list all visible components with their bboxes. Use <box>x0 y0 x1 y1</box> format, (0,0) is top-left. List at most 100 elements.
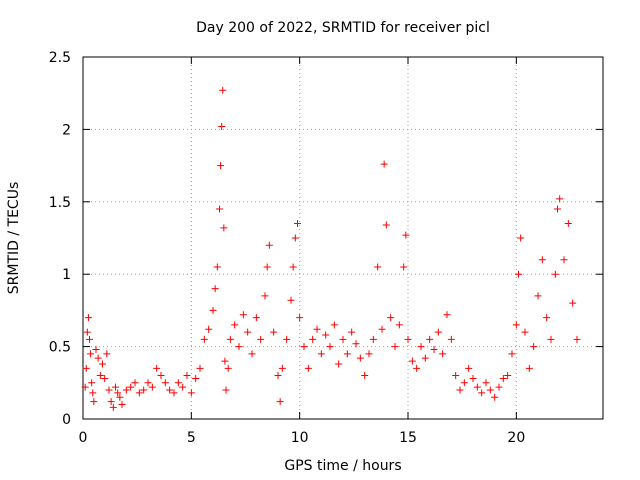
data-point <box>92 345 100 353</box>
data-points <box>81 86 581 411</box>
data-point <box>287 296 295 304</box>
data-point <box>443 311 451 319</box>
data-point <box>87 350 95 358</box>
data-point <box>322 331 330 339</box>
data-point <box>161 379 169 387</box>
data-point <box>89 389 97 397</box>
data-point <box>239 311 247 319</box>
data-point <box>127 383 135 391</box>
data-point <box>569 299 577 307</box>
data-point <box>209 306 217 314</box>
data-point <box>248 350 256 358</box>
data-point <box>217 162 225 170</box>
x-tick-label: 20 <box>507 430 525 446</box>
data-point <box>192 374 200 382</box>
data-point <box>402 231 410 239</box>
data-point <box>166 386 174 394</box>
data-point <box>252 314 260 322</box>
data-point <box>83 328 91 336</box>
data-point <box>434 328 442 336</box>
y-tick-label: 2.5 <box>49 50 71 66</box>
data-point <box>222 386 230 394</box>
data-point <box>81 383 89 391</box>
data-point <box>90 398 98 406</box>
data-point <box>495 383 503 391</box>
data-point <box>283 335 291 343</box>
data-point <box>140 386 148 394</box>
data-point <box>374 263 382 271</box>
data-point <box>116 393 124 401</box>
data-point <box>261 292 269 300</box>
data-point <box>224 364 232 372</box>
data-point <box>382 221 390 229</box>
data-point <box>105 386 113 394</box>
data-point <box>114 389 122 397</box>
data-point <box>404 335 412 343</box>
data-point <box>309 335 317 343</box>
data-point <box>525 364 533 372</box>
data-point <box>94 354 102 362</box>
axis-ticks: 0 5 10 15 20 0 0.5 1 1.5 2 2.5 <box>49 50 603 446</box>
data-point <box>205 325 213 333</box>
data-point <box>339 335 347 343</box>
data-point <box>512 321 520 329</box>
data-point <box>439 350 447 358</box>
data-point <box>291 234 299 242</box>
data-point <box>534 292 542 300</box>
data-point <box>131 379 139 387</box>
data-point <box>408 357 416 365</box>
data-point <box>148 383 156 391</box>
data-point <box>361 372 369 380</box>
data-point <box>538 256 546 264</box>
data-point <box>380 160 388 168</box>
data-point <box>356 354 364 362</box>
data-point <box>235 343 243 351</box>
data-point <box>378 325 386 333</box>
data-point <box>508 350 516 358</box>
data-point <box>395 321 403 329</box>
data-point <box>226 335 234 343</box>
data-point <box>478 389 486 397</box>
data-point <box>183 372 191 380</box>
data-point <box>564 220 572 228</box>
data-point <box>278 364 286 372</box>
chart-title: Day 200 of 2022, SRMTID for receiver pic… <box>196 20 490 36</box>
data-point <box>231 321 239 329</box>
y-tick-label: 1.5 <box>49 195 71 211</box>
data-point <box>196 364 204 372</box>
data-point <box>265 241 273 249</box>
data-point <box>352 340 360 348</box>
data-point <box>135 389 143 397</box>
y-tick-label: 0.5 <box>49 340 71 356</box>
data-point <box>515 270 522 278</box>
data-point <box>107 398 115 406</box>
data-point <box>220 224 228 232</box>
data-point <box>521 328 529 336</box>
data-point <box>211 285 219 293</box>
x-tick-label: 5 <box>187 430 196 446</box>
data-point <box>465 364 473 372</box>
data-point <box>244 328 252 336</box>
data-point <box>96 372 104 380</box>
x-tick-label: 0 <box>79 430 88 446</box>
data-point <box>187 389 195 397</box>
data-point <box>560 256 568 264</box>
data-point <box>84 314 92 322</box>
data-point <box>452 372 460 380</box>
y-tick-label: 2 <box>62 122 71 138</box>
data-point <box>482 379 490 387</box>
data-point <box>270 328 278 336</box>
x-axis-label: GPS time / hours <box>284 458 401 474</box>
data-point <box>103 350 111 358</box>
data-point <box>421 354 429 362</box>
data-point <box>112 383 119 391</box>
data-point <box>219 86 227 94</box>
data-point <box>153 364 161 372</box>
plot-frame <box>82 56 604 420</box>
data-point <box>426 335 434 343</box>
y-axis-label: SRMTID / TECUs <box>6 182 22 295</box>
data-point <box>430 345 438 353</box>
data-point <box>118 401 126 409</box>
data-point <box>387 314 395 322</box>
